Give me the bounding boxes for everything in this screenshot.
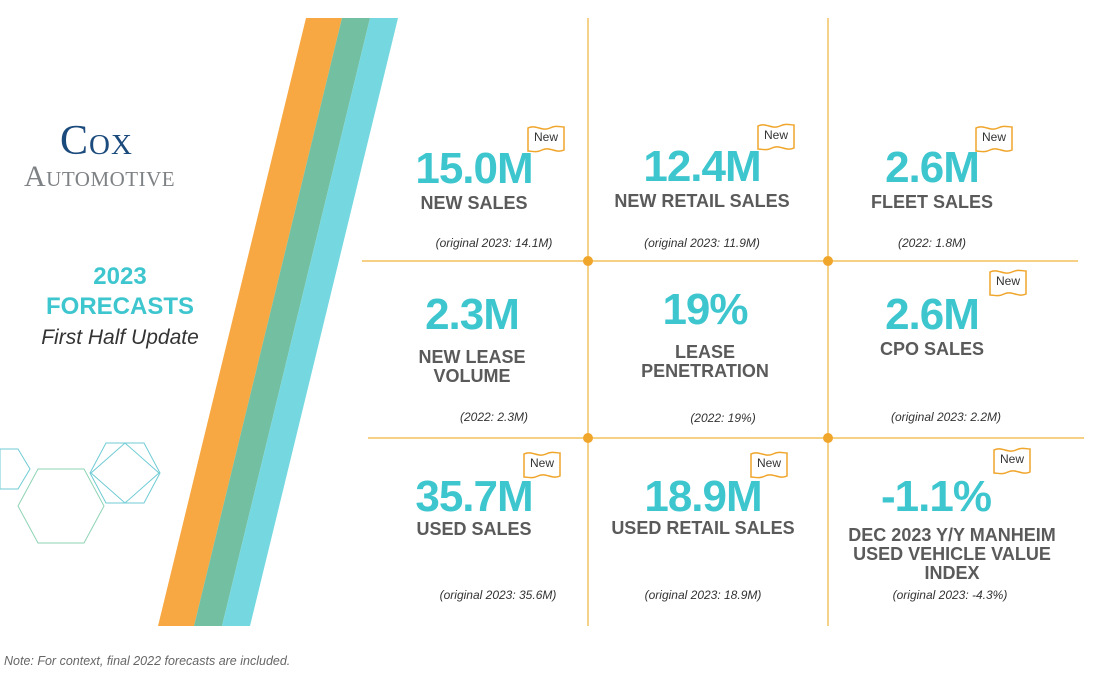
logo-line-cox: Cox <box>60 118 133 164</box>
forecast-card-used-retail-sales: 18.9M USED RETAIL SALES (original 2023: … <box>583 450 823 628</box>
forecast-card-manheim-index: -1.1% DEC 2023 Y/Y MANHEIM USED VEHICLE … <box>816 447 1056 628</box>
new-badge: New <box>974 124 1014 154</box>
card-label: USED RETAIL SALES <box>611 518 795 538</box>
card-value: 15.0M <box>415 144 533 193</box>
grid-dot <box>823 256 833 266</box>
forecast-card-fleet-sales: 2.6M FLEET SALES (2022: 1.8M) New <box>812 121 1052 299</box>
ribbon-icon <box>757 123 795 151</box>
ribbon-icon <box>993 447 1031 475</box>
card-note: (original 2023: 11.9M) <box>644 236 760 250</box>
new-badge-text: New <box>533 130 558 144</box>
cyan-stripe <box>222 18 398 626</box>
card-note: (original 2023: 18.9M) <box>644 588 762 602</box>
card-label: CPO SALES <box>879 339 985 359</box>
card-value: 18.9M <box>644 472 762 521</box>
footnote: Note: For context, final 2022 forecasts … <box>4 654 291 668</box>
card-note: (2022: 2.3M) <box>459 410 529 424</box>
hexagon-outline <box>89 442 161 504</box>
hexagon-outline <box>0 448 31 490</box>
card-note: (original 2023: 2.2M) <box>890 410 1002 424</box>
card-note: (2022: 19%) <box>690 411 756 425</box>
new-badge: New <box>992 446 1032 476</box>
ribbon-icon <box>989 269 1027 297</box>
green-stripe <box>194 18 370 626</box>
new-badge: New <box>526 124 566 154</box>
forecast-card-lease-penetration: 19% LEASE PENETRATION (2022: 19%) <box>585 263 825 441</box>
new-badge: New <box>988 268 1028 298</box>
card-value: 35.7M <box>415 472 533 521</box>
ribbon-icon <box>523 451 561 479</box>
hexagon-outline <box>17 468 105 544</box>
forecast-subtitle: First Half Update <box>41 326 199 349</box>
forecast-card-new-lease-volume: 2.3M NEW LEASE VOLUME (2022: 2.3M) <box>352 268 592 446</box>
ribbon-icon <box>527 125 565 153</box>
card-note: (original 2023: -4.3%) <box>892 588 1008 602</box>
forecast-year: 2023 <box>93 263 147 290</box>
new-badge-text: New <box>999 452 1024 466</box>
forecast-title: FORECASTS <box>45 293 194 320</box>
ribbon-icon <box>975 125 1013 153</box>
new-badge: New <box>756 122 796 152</box>
forecast-card-new-sales: 15.0M NEW SALES (original 2023: 14.1M) N… <box>354 122 594 300</box>
ribbon-icon <box>750 451 788 479</box>
grid-lines <box>362 18 1084 626</box>
new-badge-text: New <box>756 456 781 470</box>
card-value: -1.1% <box>881 472 992 521</box>
logo-line-automotive: Automotive <box>24 160 176 193</box>
grid-dots <box>583 256 833 443</box>
card-note: (original 2023: 35.6M) <box>439 588 557 602</box>
orange-stripe <box>158 18 342 626</box>
new-badge: New <box>749 450 789 480</box>
forecast-card-cpo-sales: 2.6M CPO SALES (original 2023: 2.2M) New <box>812 268 1052 446</box>
forecast-card-used-sales: 35.7M USED SALES (original 2023: 35.6M) … <box>354 450 594 628</box>
card-value: 2.6M <box>885 143 980 192</box>
card-note: (2022: 1.8M) <box>897 236 967 250</box>
card-value: 2.6M <box>885 290 980 339</box>
card-label: LEASE PENETRATION <box>641 342 769 381</box>
grid-dot <box>583 256 593 266</box>
new-badge-text: New <box>763 128 788 142</box>
new-badge-text: New <box>995 274 1020 288</box>
card-label: NEW RETAIL SALES <box>614 191 790 211</box>
card-label: USED SALES <box>416 519 532 539</box>
card-value: 2.3M <box>425 290 520 339</box>
card-label: NEW LEASE VOLUME <box>418 347 526 386</box>
grid-dot <box>583 433 593 443</box>
card-label: FLEET SALES <box>870 192 993 212</box>
new-badge: New <box>522 450 562 480</box>
card-value: 12.4M <box>643 142 761 191</box>
card-value: 19% <box>662 285 748 334</box>
card-label: DEC 2023 Y/Y MANHEIM USED VEHICLE VALUE … <box>848 525 1056 583</box>
new-badge-text: New <box>981 130 1006 144</box>
card-label: NEW SALES <box>420 193 528 213</box>
forecast-card-new-retail-sales: 12.4M NEW RETAIL SALES (original 2023: 1… <box>582 120 822 298</box>
card-note: (original 2023: 14.1M) <box>435 236 553 250</box>
grid-dot <box>823 433 833 443</box>
new-badge-text: New <box>529 456 554 470</box>
